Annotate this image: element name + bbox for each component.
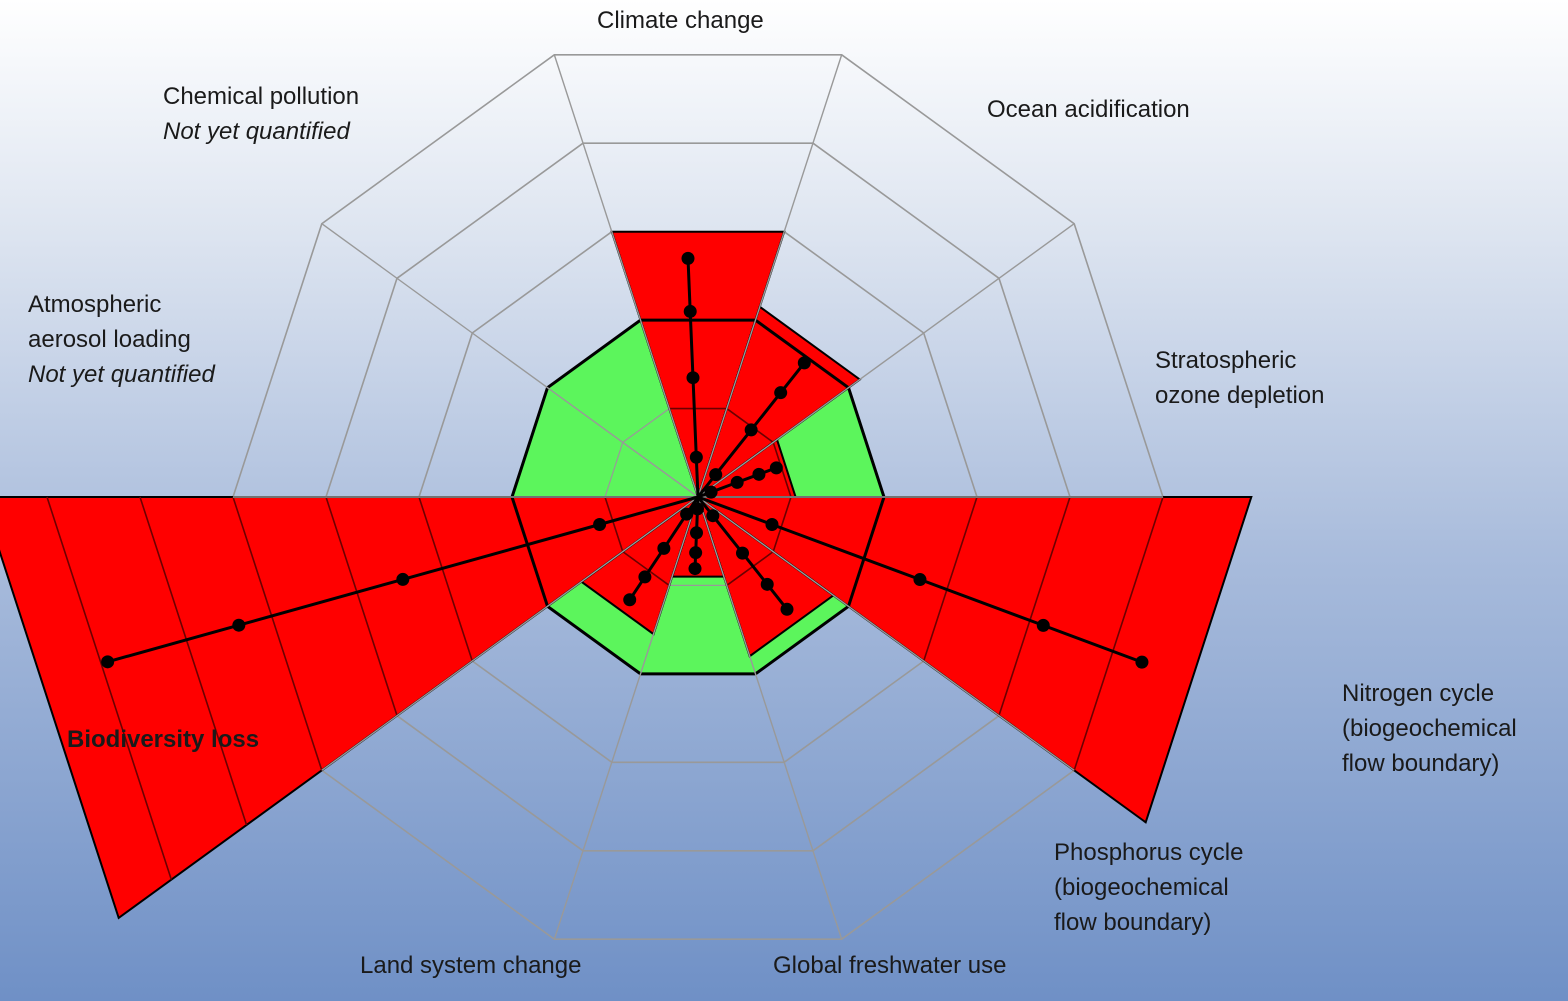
trend-point bbox=[683, 304, 697, 318]
label-line: Atmospheric bbox=[28, 291, 162, 318]
trend-point bbox=[706, 509, 720, 523]
label-biodiversity-loss: Biodiversity loss bbox=[67, 726, 260, 753]
trend-point bbox=[730, 475, 744, 489]
radar-spoke bbox=[697, 54, 843, 498]
radar-spoke bbox=[697, 496, 1075, 771]
wedge-ring-segment bbox=[998, 496, 1071, 716]
label-nitrogen-cycle: Nitrogen cycle (biogeochemical flow boun… bbox=[1342, 676, 1517, 781]
trend-point bbox=[797, 356, 811, 370]
trend-point bbox=[691, 502, 704, 516]
trend-point bbox=[232, 618, 246, 632]
radar-spokes bbox=[233, 54, 1163, 940]
radar-spoke bbox=[553, 496, 699, 940]
wedge-ring-segment bbox=[847, 496, 886, 607]
wedge-ring-segment bbox=[418, 496, 474, 662]
trend-point bbox=[774, 386, 788, 400]
trend-point bbox=[689, 546, 703, 560]
radar-spoke bbox=[553, 54, 699, 498]
trend-traces bbox=[101, 251, 1149, 669]
label-phosphorus-cycle: Phosphorus cycle (biogeochemical flow bo… bbox=[1054, 835, 1243, 940]
label-line: Nitrogen cycle bbox=[1342, 680, 1495, 707]
wedge-ring-segment bbox=[604, 496, 624, 552]
trend-point bbox=[657, 541, 671, 555]
radar-spoke bbox=[321, 223, 699, 498]
trend-point bbox=[765, 518, 779, 532]
trend-point bbox=[680, 507, 694, 521]
trend-point bbox=[101, 655, 115, 669]
label-ocean-acidification: Ocean acidification bbox=[987, 96, 1190, 123]
wedge-ring-segment bbox=[232, 496, 323, 771]
wedge-biodiversity-loss bbox=[0, 496, 702, 920]
wedge-ring-segment bbox=[726, 551, 774, 587]
trend-point bbox=[752, 467, 766, 481]
label-line: (biogeochemical bbox=[1054, 874, 1229, 901]
wedge-ring-segment bbox=[922, 496, 978, 662]
wedge-nitrogen-cycle bbox=[694, 496, 1253, 824]
trend-point bbox=[780, 602, 794, 616]
label-line: aerosol loading bbox=[28, 326, 191, 353]
wedge-ring-segment bbox=[510, 496, 549, 607]
wedge-ring-segment bbox=[1073, 496, 1164, 771]
wedge-ring-segment bbox=[772, 496, 792, 552]
label-line: flow boundary) bbox=[1342, 750, 1500, 777]
label-land-system: Land system change bbox=[360, 952, 582, 979]
trend-point bbox=[736, 546, 750, 560]
label-line: ozone depletion bbox=[1155, 382, 1325, 409]
wedge-ring-segment bbox=[46, 496, 173, 880]
trend-point bbox=[913, 573, 927, 587]
label-line: Stratospheric bbox=[1155, 347, 1297, 374]
trend-point bbox=[704, 485, 718, 499]
trend-point bbox=[688, 562, 702, 576]
label-line: Chemical pollution bbox=[163, 83, 360, 110]
trend-point bbox=[396, 572, 410, 586]
wedge-ring-segment bbox=[754, 318, 850, 389]
radar-spoke bbox=[697, 223, 1075, 498]
label-line: Phosphorus cycle bbox=[1054, 839, 1244, 866]
label-note: Not yet quantified bbox=[28, 361, 215, 388]
trend-point bbox=[769, 461, 783, 475]
trend-point bbox=[593, 517, 607, 531]
label-line: (biogeochemical bbox=[1342, 715, 1517, 742]
trend-point bbox=[1036, 618, 1050, 632]
label-note: Not yet quantified bbox=[163, 118, 350, 145]
wedge-ring-segment bbox=[622, 551, 670, 587]
trend-point bbox=[1135, 655, 1149, 669]
trend-point bbox=[686, 371, 700, 385]
label-line: flow boundary) bbox=[1054, 909, 1212, 936]
label-stratospheric-ozone: Stratospheric ozone depletion bbox=[1155, 343, 1324, 413]
trend-point bbox=[689, 526, 703, 540]
trend-point bbox=[623, 593, 637, 607]
trend-point bbox=[681, 251, 695, 265]
boundary-wedges bbox=[0, 230, 1253, 920]
label-aerosol-loading: Atmospheric aerosol loading Not yet quan… bbox=[28, 287, 215, 392]
label-climate-change: Climate change bbox=[597, 7, 764, 34]
wedge-ring-segment bbox=[139, 496, 248, 826]
trend-point bbox=[744, 423, 758, 437]
radar-spoke bbox=[321, 496, 699, 771]
wedge-ring-segment bbox=[325, 496, 398, 716]
label-global-freshwater: Global freshwater use bbox=[773, 952, 1007, 979]
trend-point bbox=[709, 468, 723, 482]
radar-spoke bbox=[697, 496, 843, 940]
trend-point bbox=[760, 577, 774, 591]
trend-point bbox=[689, 450, 703, 464]
label-chemical-pollution: Chemical pollution Not yet quantified bbox=[163, 79, 359, 149]
trend-point bbox=[638, 570, 652, 584]
